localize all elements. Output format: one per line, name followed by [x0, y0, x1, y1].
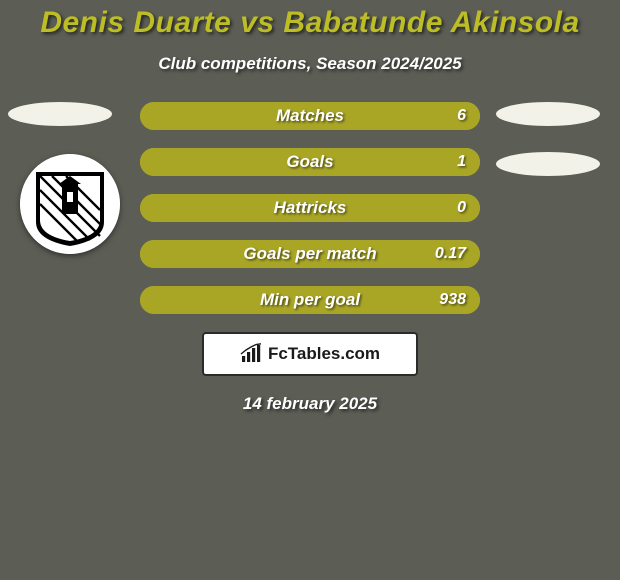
club-badge-icon	[20, 154, 120, 254]
stat-bar-label: Min per goal	[260, 290, 360, 310]
content-row: Matches 6 Goals 1 Hattricks 0 Goals per …	[0, 102, 620, 314]
subtitle: Club competitions, Season 2024/2025	[0, 54, 620, 74]
player-photo-placeholder-right	[496, 102, 600, 126]
stat-bar: Matches 6	[140, 102, 480, 130]
stat-bar-label: Goals	[286, 152, 333, 172]
stat-bar-value: 938	[439, 291, 466, 309]
brand-box: FcTables.com	[202, 332, 418, 376]
stat-bar-label: Goals per match	[243, 244, 376, 264]
page-title: Denis Duarte vs Babatunde Akinsola	[0, 0, 620, 40]
page-background: Denis Duarte vs Babatunde Akinsola Club …	[0, 0, 620, 580]
stat-bar: Goals 1	[140, 148, 480, 176]
stat-bar: Hattricks 0	[140, 194, 480, 222]
club-badge-left	[20, 154, 120, 254]
date-text: 14 february 2025	[0, 394, 620, 414]
player-photo-placeholder-left	[8, 102, 112, 126]
stat-bar: Min per goal 938	[140, 286, 480, 314]
stat-bar: Goals per match 0.17	[140, 240, 480, 268]
stat-bars: Matches 6 Goals 1 Hattricks 0 Goals per …	[140, 102, 480, 314]
brand-text: FcTables.com	[268, 344, 380, 364]
stat-bar-value: 6	[457, 107, 466, 125]
stat-bar-value: 0	[457, 199, 466, 217]
bar-chart-icon	[240, 343, 262, 365]
stat-bar-label: Matches	[276, 106, 344, 126]
stat-bar-value: 1	[457, 153, 466, 171]
stat-bar-label: Hattricks	[274, 198, 347, 218]
club-badge-placeholder-right	[496, 152, 600, 176]
stat-bar-value: 0.17	[435, 245, 466, 263]
